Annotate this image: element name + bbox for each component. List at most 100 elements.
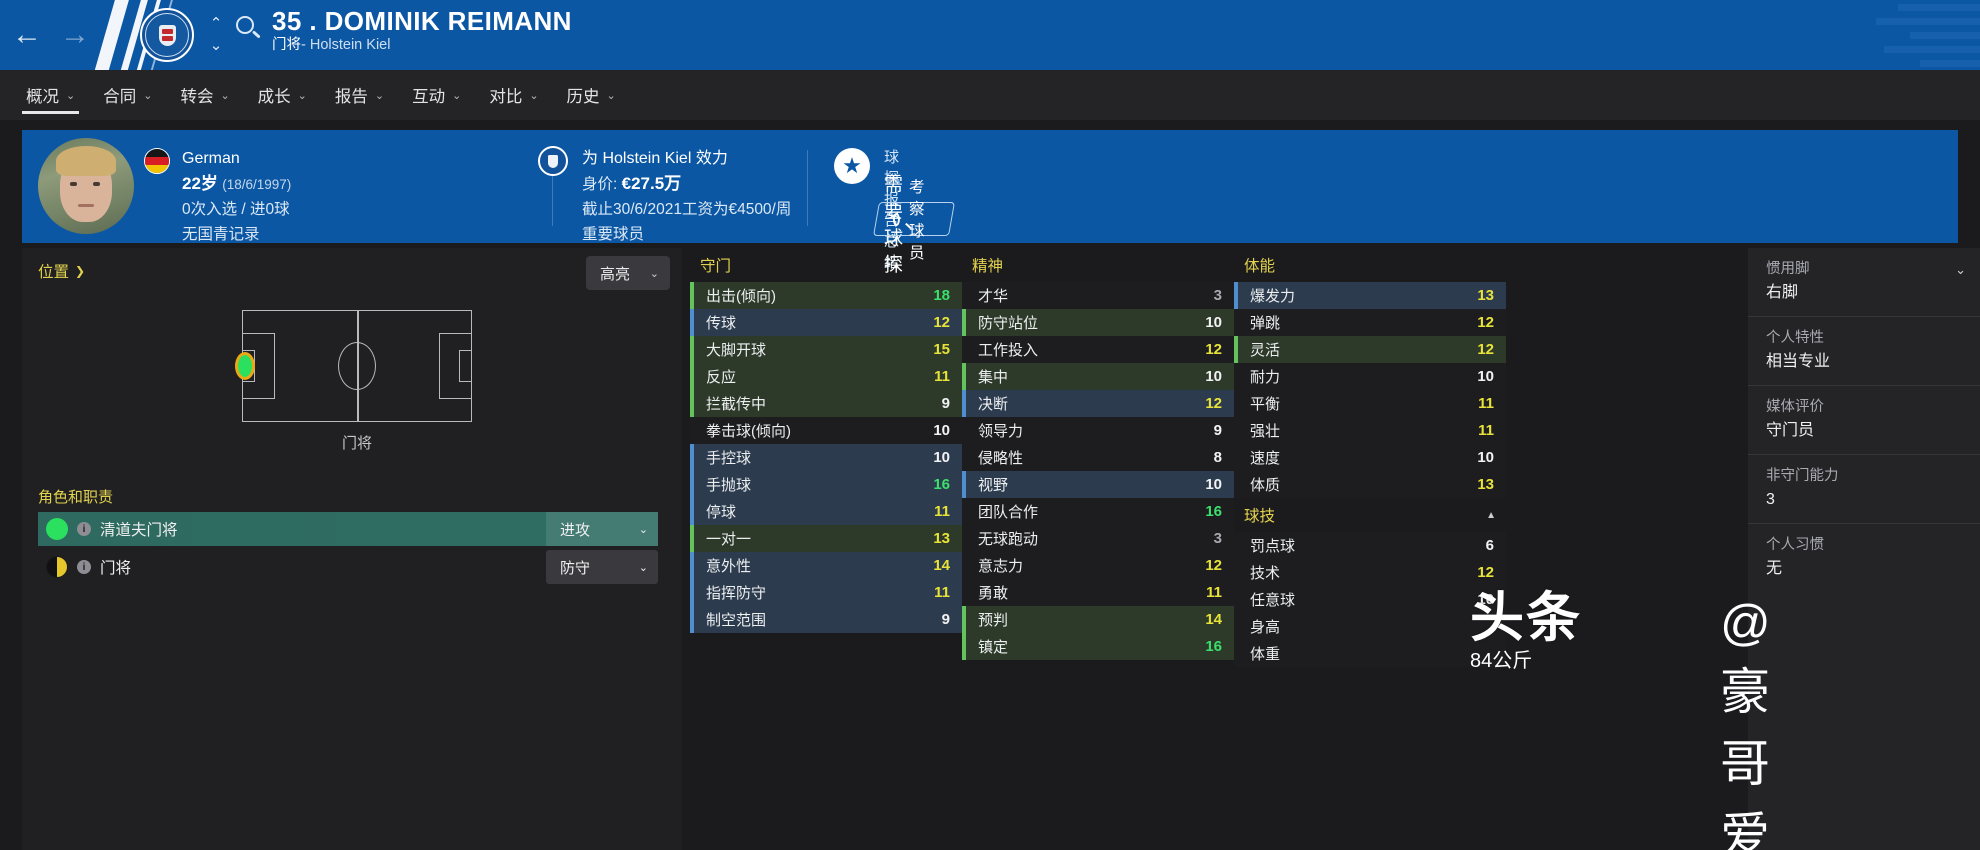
attr-row[interactable]: 体质 13 (1234, 471, 1506, 498)
attr-row[interactable]: 爆发力 13 (1234, 282, 1506, 309)
page-title: 35 . DOMINIK REIMANN (272, 6, 572, 36)
attr-row[interactable]: 视野 10 (962, 471, 1234, 498)
group-header-physical[interactable]: 体能 (1234, 248, 1506, 282)
tab-overview-label: 概况 (26, 88, 59, 106)
attr-row[interactable]: 指挥防守 11 (690, 579, 962, 606)
attr-row[interactable]: 制空范围 9 (690, 606, 962, 633)
attr-row[interactable]: 出击(倾向) 18 (690, 282, 962, 309)
attr-value: 10 (933, 449, 950, 466)
role-name-label: 门将 (100, 560, 132, 577)
role-row-sweeper-keeper[interactable]: i 清道夫门将 进攻 ⌄ (38, 512, 658, 546)
player-switch-chevrons[interactable]: ⌃ ⌄ (205, 12, 227, 58)
attr-name: 领导力 (978, 423, 1024, 440)
attr-row[interactable]: 拳击球(倾向) 10 (690, 417, 962, 444)
attr-row[interactable]: 防守站位 10 (962, 309, 1234, 336)
attr-row[interactable]: 反应 11 (690, 363, 962, 390)
back-arrow-icon[interactable]: ← (12, 18, 42, 51)
attr-row[interactable]: 工作投入 12 (962, 336, 1234, 363)
attr-name: 勇敢 (978, 585, 1009, 602)
chevron-down-icon: ⌄ (529, 89, 539, 102)
role-duty-dropdown[interactable]: 进攻 ⌄ (546, 512, 658, 546)
attr-row[interactable]: 团队合作 16 (962, 498, 1234, 525)
birthdate-value: (18/6/1997) (222, 177, 292, 192)
attr-row[interactable]: 灵活 12 (1234, 336, 1506, 363)
attr-row[interactable]: 勇敢 11 (962, 579, 1234, 606)
attr-row-height[interactable]: 身高 (1234, 613, 1506, 640)
attr-row[interactable]: 无球跑动 3 (962, 525, 1234, 552)
position-panel-title[interactable]: 位置 ❯ (38, 260, 85, 282)
role-suitability-circle (46, 556, 68, 578)
tab-interaction[interactable]: 互动 ⌄ (398, 70, 475, 120)
attr-row[interactable]: 耐力 10 (1234, 363, 1506, 390)
chevron-down-icon[interactable]: ⌄ (209, 37, 223, 54)
tab-overview[interactable]: 概况 ⌄ (12, 70, 89, 120)
attr-row[interactable]: 拦截传中 9 (690, 390, 962, 417)
attr-row[interactable]: 技术 12 (1234, 559, 1506, 586)
attr-row[interactable]: 侵略性 8 (962, 444, 1234, 471)
group-header-mental[interactable]: 精神 (962, 248, 1234, 282)
player-info-card: German 22岁 (18/6/1997) 0次入选 / 进0球 无国青记录 … (22, 130, 1958, 330)
attr-row[interactable]: 镇定 16 (962, 633, 1234, 660)
attr-name: 耐力 (1250, 369, 1281, 386)
attr-value: 10 (933, 422, 950, 439)
value-label: 身价: (582, 176, 618, 193)
attr-row[interactable]: 速度 10 (1234, 444, 1506, 471)
group-header-goalkeeping[interactable]: 守门 (690, 248, 962, 282)
attr-value: 3 (1213, 530, 1222, 547)
attr-row[interactable]: 任意球 10 (1234, 586, 1506, 613)
collapse-arrow-icon[interactable]: ▲ (1486, 509, 1496, 521)
tab-transfer-label: 转会 (180, 88, 214, 106)
attr-row[interactable]: 领导力 9 (962, 417, 1234, 444)
club-info-column: 为 Holstein Kiel 效力 身价: €27.5万 截止30/6/202… (538, 146, 791, 247)
attr-row[interactable]: 手控球 10 (690, 444, 962, 471)
chevron-down-icon: ⌄ (638, 523, 648, 536)
market-value: €27.5万 (621, 174, 682, 193)
search-icon[interactable] (234, 14, 264, 44)
chevron-down-icon[interactable]: ⌄ (1955, 262, 1966, 277)
tab-reports[interactable]: 报告 ⌄ (321, 70, 398, 120)
tab-transfer[interactable]: 转会 ⌄ (166, 70, 243, 120)
sidebar-value: 相当专业 (1766, 353, 1831, 370)
tab-history[interactable]: 历史 ⌄ (553, 70, 630, 120)
info-icon[interactable]: i (77, 522, 91, 536)
attr-row[interactable]: 集中 10 (962, 363, 1234, 390)
attr-row[interactable]: 预判 14 (962, 606, 1234, 633)
scout-player-button[interactable]: 考察球员 (873, 179, 955, 262)
attr-row[interactable]: 一对一 13 (690, 525, 962, 552)
tab-development[interactable]: 成长 ⌄ (244, 70, 321, 120)
attr-row[interactable]: 弹跳 12 (1234, 309, 1506, 336)
attr-row[interactable]: 停球 11 (690, 498, 962, 525)
attr-row[interactable]: 强壮 11 (1234, 417, 1506, 444)
attr-row[interactable]: 传球 12 (690, 309, 962, 336)
attr-row[interactable]: 才华 3 (962, 282, 1234, 309)
attr-row[interactable]: 意志力 12 (962, 552, 1234, 579)
club-crest-icon[interactable] (140, 8, 194, 62)
age-value: 22岁 (182, 174, 218, 193)
tab-development-label: 成长 (257, 88, 291, 106)
pitch-diagram[interactable] (235, 310, 472, 422)
tab-comparison[interactable]: 对比 ⌄ (475, 70, 552, 120)
role-duty-dropdown[interactable]: 防守 ⌄ (546, 550, 658, 584)
chevron-up-icon[interactable]: ⌃ (209, 15, 223, 32)
attr-name: 灵活 (1250, 342, 1281, 359)
youth-record-value: 无国青记录 (182, 226, 260, 243)
attr-row[interactable]: 意外性 14 (690, 552, 962, 579)
sidebar-block-personality: 个人特性 相当专业 (1748, 316, 1980, 385)
attr-row[interactable]: 平衡 11 (1234, 390, 1506, 417)
highlight-dropdown[interactable]: 高亮 ⌄ (586, 256, 670, 290)
attr-row[interactable]: 大脚开球 15 (690, 336, 962, 363)
player-club-label: - Holstein Kiel (301, 37, 391, 53)
attr-row[interactable]: 决断 12 (962, 390, 1234, 417)
player-avatar[interactable] (38, 138, 134, 234)
group-header-technical[interactable]: 球技 ▲ (1234, 498, 1506, 532)
attribute-column-physical: 体能 爆发力 13 弹跳 12 灵活 12 耐力 10 平衡 11 强壮 11 速度 10 体… (1234, 248, 1506, 667)
attr-row[interactable]: 手抛球 16 (690, 471, 962, 498)
attr-value: 12 (1477, 314, 1494, 331)
attr-row-weight[interactable]: 体重 (1234, 640, 1506, 667)
info-icon[interactable]: i (77, 560, 91, 574)
attr-row[interactable]: 罚点球 6 (1234, 532, 1506, 559)
tab-contract[interactable]: 合同 ⌄ (89, 70, 166, 120)
forward-arrow-icon[interactable]: → (60, 18, 90, 51)
chevron-down-icon: ⌄ (297, 89, 307, 102)
role-row-goalkeeper[interactable]: i 门将 防守 ⌄ (38, 550, 658, 584)
